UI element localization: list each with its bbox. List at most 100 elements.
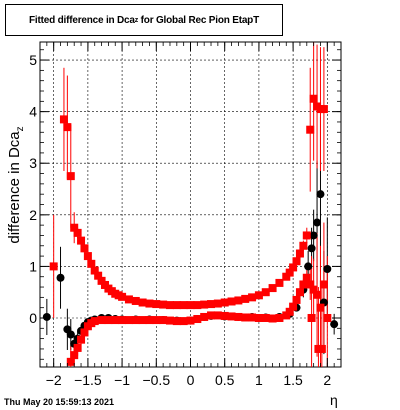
data-point-red bbox=[200, 300, 209, 309]
data-point-red bbox=[309, 94, 318, 103]
data-point-red bbox=[227, 297, 236, 306]
x-tick-label: 2 bbox=[323, 372, 331, 388]
data-point-red bbox=[80, 328, 89, 337]
data-point-red bbox=[145, 316, 154, 325]
data-point-red bbox=[289, 263, 298, 272]
data-point-red bbox=[220, 298, 229, 307]
data-point-red bbox=[248, 313, 257, 322]
data-point-black bbox=[66, 330, 75, 339]
data-point-red bbox=[307, 313, 316, 322]
data-point-red bbox=[299, 241, 308, 250]
y-tick-label: 5 bbox=[29, 52, 37, 68]
data-point-red bbox=[200, 312, 209, 321]
data-point-red bbox=[213, 299, 222, 308]
data-point-red bbox=[179, 317, 188, 326]
data-point-red bbox=[234, 296, 243, 305]
x-tick-label: 1.5 bbox=[283, 372, 303, 388]
data-point-red bbox=[59, 115, 68, 124]
timestamp: Thu May 20 15:59:13 2021 bbox=[4, 397, 115, 407]
data-point-red bbox=[73, 228, 82, 237]
data-point-red bbox=[275, 313, 284, 322]
data-point-red bbox=[49, 262, 58, 271]
data-point-red bbox=[302, 273, 311, 282]
data-point-black bbox=[307, 244, 316, 253]
data-point-black bbox=[323, 264, 332, 273]
data-point-red bbox=[145, 299, 154, 308]
data-point-red bbox=[299, 280, 308, 289]
data-point-red bbox=[152, 316, 161, 325]
data-point-red bbox=[118, 316, 127, 325]
data-point-black bbox=[330, 320, 339, 329]
x-tick-label: 0 bbox=[187, 372, 195, 388]
data-point-red bbox=[207, 300, 216, 309]
data-point-red bbox=[254, 291, 263, 300]
data-point-red bbox=[309, 285, 318, 294]
data-point-red bbox=[186, 301, 195, 310]
data-point-red bbox=[193, 315, 202, 324]
axis-ticks bbox=[39, 42, 342, 367]
data-point-red bbox=[118, 292, 127, 301]
data-point-red bbox=[90, 317, 99, 326]
y-tick-label: 1 bbox=[29, 258, 37, 274]
data-point-red bbox=[131, 296, 140, 305]
data-point-red bbox=[316, 303, 325, 312]
y-tick-label: 0 bbox=[29, 310, 37, 326]
data-point-red bbox=[63, 123, 72, 132]
y-tick-label: 2 bbox=[29, 207, 37, 223]
data-point-red bbox=[254, 313, 263, 322]
data-point-red bbox=[138, 316, 147, 325]
data-point-red bbox=[241, 313, 250, 322]
x-tick-label: −0.5 bbox=[142, 372, 170, 388]
data-point-red bbox=[90, 266, 99, 275]
x-tick-label: −1.5 bbox=[74, 372, 102, 388]
chart-title: Fitted difference in Dca z for Global Rec… bbox=[5, 4, 283, 36]
data-point-red bbox=[193, 301, 202, 310]
data-point-black bbox=[304, 262, 313, 271]
data-point-red bbox=[87, 259, 96, 268]
data-point-red bbox=[70, 223, 79, 232]
data-point-black bbox=[309, 231, 318, 240]
data-point-red bbox=[124, 295, 133, 304]
data-point-red bbox=[323, 313, 332, 322]
data-point-red bbox=[124, 316, 133, 325]
data-point-red bbox=[213, 311, 222, 320]
data-point-red bbox=[165, 301, 174, 310]
data-point-red bbox=[66, 172, 75, 181]
data-point-red bbox=[138, 298, 147, 307]
data-point-red bbox=[295, 288, 304, 297]
data-point-red bbox=[97, 316, 106, 325]
title-subscript: z bbox=[134, 16, 139, 24]
data-point-black bbox=[316, 190, 325, 199]
data-point-red bbox=[152, 300, 161, 309]
x-tick-label: 0.5 bbox=[215, 372, 235, 388]
data-point-red bbox=[306, 280, 315, 289]
data-point-red bbox=[159, 300, 168, 309]
title-main: Fitted difference in Dca bbox=[28, 14, 135, 26]
data-point-red bbox=[159, 316, 168, 325]
data-point-red bbox=[94, 271, 103, 280]
data-point-red bbox=[97, 276, 106, 285]
tick-labels: −2 −1.5 −1 −0.5 0 0.5 1 1.5 2 0 1 2 3 4 5 bbox=[29, 52, 331, 388]
data-point-red bbox=[248, 293, 257, 302]
data-point-red bbox=[83, 252, 92, 261]
data-point-red bbox=[77, 236, 86, 245]
data-point-red bbox=[319, 105, 328, 114]
data-point-red bbox=[73, 343, 82, 352]
data-point-red bbox=[295, 249, 304, 258]
y-axis-label: difference in Dcaz bbox=[6, 126, 26, 243]
data-point-red bbox=[268, 314, 277, 323]
title-rest: for Global Rec Pion EtapT bbox=[138, 14, 260, 26]
data-point-red bbox=[207, 311, 216, 320]
data-point-red bbox=[66, 357, 75, 366]
data-point-black bbox=[313, 218, 322, 227]
data-point-red bbox=[306, 125, 315, 134]
data-point-red bbox=[220, 311, 229, 320]
data-point-red bbox=[292, 257, 301, 266]
data-point-red bbox=[289, 302, 298, 311]
data-point-red bbox=[77, 335, 86, 344]
data-point-red bbox=[313, 290, 322, 299]
data-point-red bbox=[261, 288, 270, 297]
data-point-red bbox=[275, 278, 284, 287]
data-point-black bbox=[42, 312, 51, 321]
